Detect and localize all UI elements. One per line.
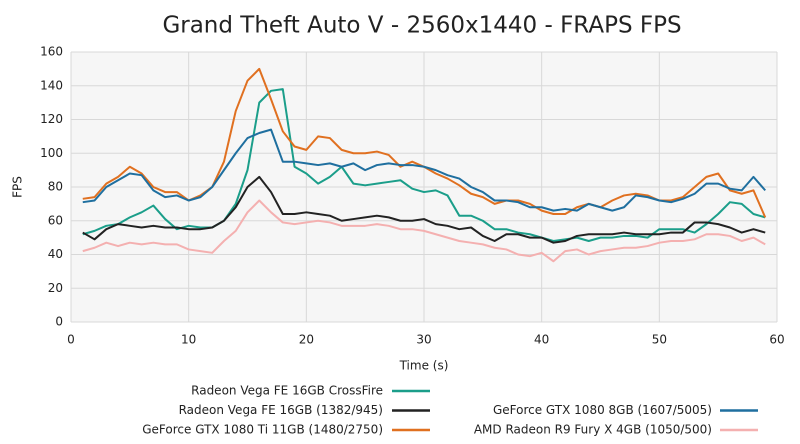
series-line: [82, 199, 766, 263]
x-axis-label: Time (s): [399, 359, 449, 373]
legend-label: GeForce GTX 1080 Ti 11GB (1480/2750): [142, 423, 383, 437]
legend-label: Radeon Vega FE 16GB (1382/945): [179, 403, 383, 417]
legend-label: AMD Radeon R9 Fury X 4GB (1050/500): [474, 423, 712, 437]
x-tick-label: 0: [67, 333, 75, 347]
legend-label: GeForce GTX 1080 8GB (1607/5005): [493, 403, 712, 417]
y-tick-label: 80: [48, 180, 63, 194]
series-line: [82, 128, 766, 212]
y-axis-label: FPS: [11, 176, 25, 198]
x-tick-label: 50: [652, 333, 667, 347]
x-tick-label: 10: [181, 333, 196, 347]
y-tick-label: 160: [40, 45, 63, 59]
y-tick-label: 40: [48, 247, 63, 261]
x-tick-label: 20: [299, 333, 314, 347]
y-tick-label: 120: [40, 112, 63, 126]
x-tick-label: 60: [769, 333, 784, 347]
y-tick-label: 20: [48, 281, 63, 295]
chart-title: Grand Theft Auto V - 2560x1440 - FRAPS F…: [162, 13, 681, 39]
legend-label: Radeon Vega FE 16GB CrossFire: [191, 384, 383, 398]
y-tick-label: 0: [55, 315, 63, 329]
x-tick-label: 30: [416, 333, 431, 347]
series-line: [82, 175, 766, 244]
y-tick-label: 100: [40, 146, 63, 160]
y-tick-label: 60: [48, 213, 63, 227]
y-tick-label: 140: [40, 78, 63, 92]
x-tick-label: 40: [534, 333, 549, 347]
